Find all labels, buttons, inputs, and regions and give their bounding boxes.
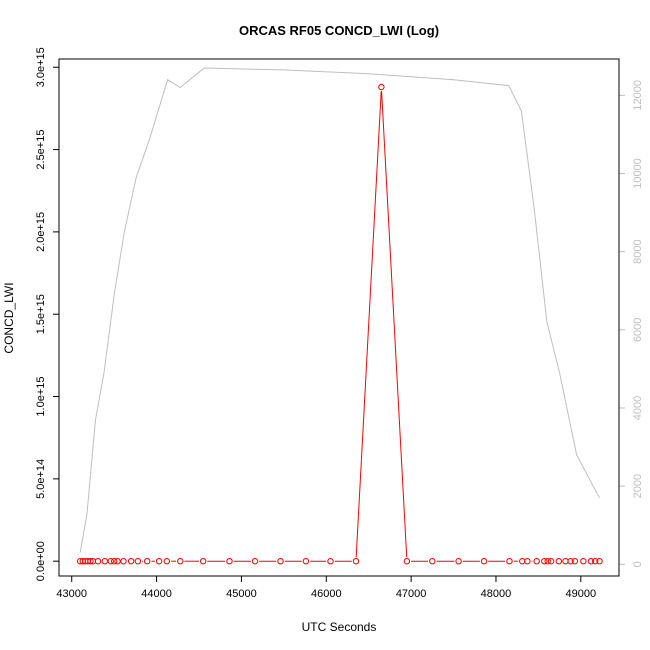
data-point [567, 558, 574, 565]
data-point [114, 558, 121, 565]
series-segment [381, 91, 408, 558]
data-point [596, 558, 603, 565]
axes: 43000 44000 45000 46000 47000 48000 49000 0.0e+… [35, 47, 644, 600]
y2-tick-label: 2000 [632, 474, 644, 498]
y2-tick-label: 12000 [632, 80, 644, 111]
x-tick-label: 44000 [141, 588, 172, 600]
data-point [251, 558, 259, 565]
y-tick-label: 1.5e+15 [35, 294, 47, 334]
y2-tick-label: 8000 [632, 239, 644, 263]
data-point [101, 558, 109, 565]
x-axis-label: UTC Seconds [302, 620, 377, 634]
data-point [200, 558, 207, 565]
data-point [134, 558, 142, 565]
data-point [547, 558, 555, 565]
data-point [506, 558, 513, 565]
y-axis-label: CONCD_LWI [2, 282, 16, 353]
data-point [120, 558, 127, 565]
x-tick-label: 45000 [226, 588, 257, 600]
data-point [352, 558, 360, 565]
data-point [533, 558, 540, 565]
data-point [107, 558, 115, 565]
data-point [144, 558, 151, 565]
data-point [541, 558, 548, 565]
chart-title: ORCAS RF05 CONCD_LWI (Log) [239, 23, 439, 38]
y2-tick-label: 10000 [632, 158, 644, 189]
data-point [571, 558, 579, 565]
altitude-series [79, 67, 600, 553]
y-tick-label: 0.0e+00 [35, 541, 47, 581]
data-point [302, 558, 310, 565]
x-tick-label: 46000 [311, 588, 342, 600]
data-point [544, 558, 551, 565]
data-point [127, 558, 135, 565]
data-point [378, 83, 385, 91]
y-tick-label: 1.0e+15 [35, 376, 47, 416]
data-point [111, 558, 118, 565]
concd-lwi-series [77, 83, 603, 565]
data-point [592, 558, 599, 565]
x-tick-label: 47000 [396, 588, 427, 600]
y2-tick-label: 4000 [632, 396, 644, 420]
data-point [94, 558, 102, 565]
data-point [524, 558, 531, 565]
y2-tick-label: 0 [632, 561, 644, 567]
data-point [555, 558, 562, 565]
x-tick-label: 49000 [566, 588, 597, 600]
data-point [480, 558, 488, 565]
series-segment [355, 91, 382, 558]
data-point [87, 558, 94, 565]
data-point [226, 558, 233, 565]
x-tick-label: 43000 [56, 588, 87, 600]
data-point [155, 558, 163, 565]
y-tick-label: 5.0e+14 [35, 459, 47, 499]
y-tick-label: 2.0e+15 [35, 212, 47, 252]
y-tick-label: 2.5e+15 [35, 130, 47, 170]
data-point [277, 558, 284, 565]
data-point [455, 558, 462, 565]
altitude-line [79, 67, 600, 553]
plot-frame [58, 58, 620, 577]
data-point [587, 558, 595, 565]
data-point [580, 558, 587, 565]
data-point [327, 558, 334, 565]
data-point [177, 558, 184, 565]
x-tick-label: 48000 [481, 588, 512, 600]
data-point [403, 558, 411, 565]
data-point [163, 558, 171, 565]
data-point [429, 558, 436, 565]
y-tick-label: 3.0e+15 [35, 47, 47, 87]
y2-tick-label: 6000 [632, 318, 644, 342]
